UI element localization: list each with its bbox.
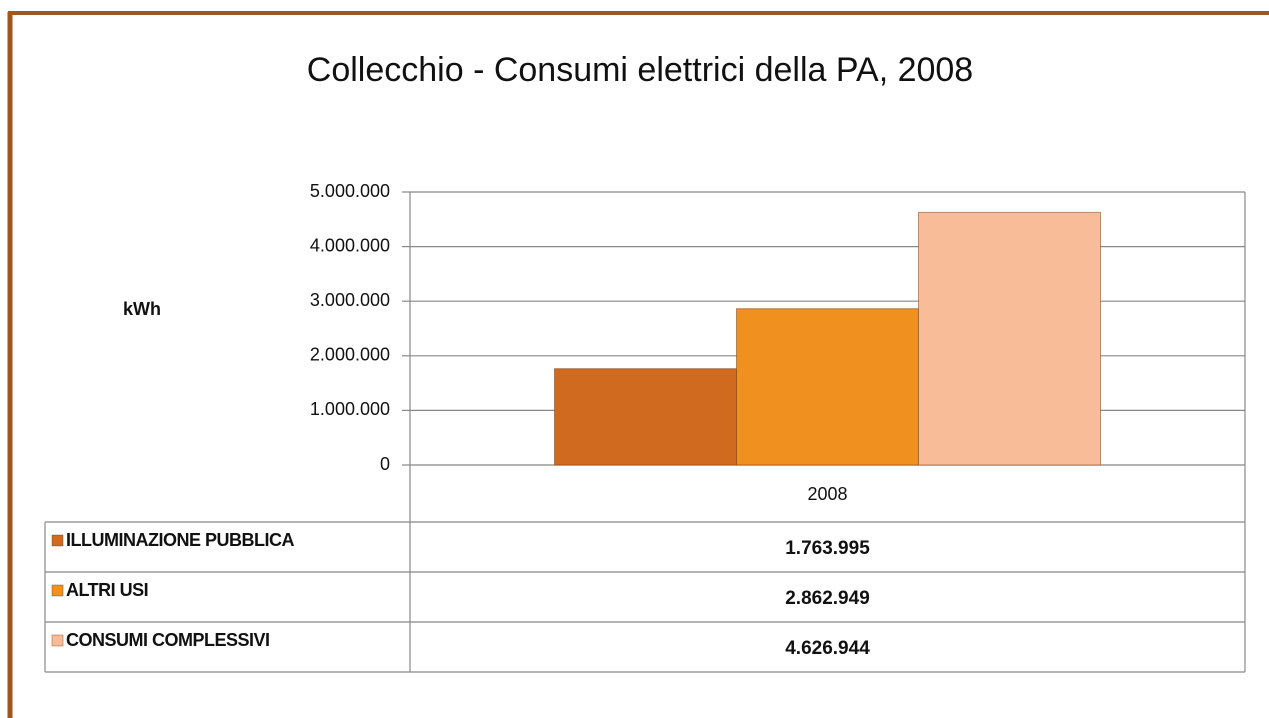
legend-label: CONSUMI COMPLESSIVI [66, 630, 270, 650]
bar [918, 211, 1101, 466]
legend-swatch [51, 534, 64, 547]
y-tick-label: 1.000.000 [310, 399, 390, 419]
table-value: 1.763.995 [785, 538, 870, 559]
chart-title: Collecchio - Consumi elettrici della PA,… [307, 51, 973, 89]
y-tick-label: 0 [380, 454, 390, 474]
bar [736, 308, 919, 466]
y-tick-label: 3.000.000 [310, 290, 390, 310]
y-axis-label: kWh [123, 299, 161, 319]
bar [554, 368, 737, 466]
legend-label: ILLUMINAZIONE PUBBLICA [66, 530, 294, 550]
legend-swatch [51, 584, 64, 597]
y-tick-label: 2.000.000 [310, 345, 390, 365]
y-tick-label: 5.000.000 [310, 181, 390, 201]
x-tick-label: 2008 [807, 484, 847, 504]
y-tick-label: 4.000.000 [310, 235, 390, 255]
legend-swatch [51, 634, 64, 647]
table-value: 4.626.944 [785, 638, 870, 659]
legend-label: ALTRI USI [66, 580, 148, 600]
table-value: 2.862.949 [785, 588, 870, 609]
